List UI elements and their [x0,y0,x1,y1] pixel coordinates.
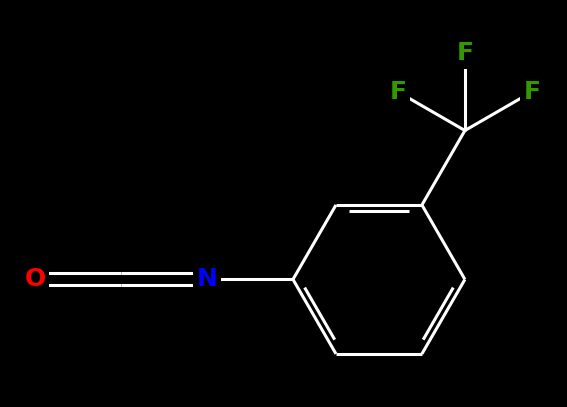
Text: F: F [523,80,540,104]
Text: O: O [24,267,46,291]
Text: N: N [197,267,218,291]
Text: F: F [456,41,473,65]
Text: F: F [390,80,407,104]
